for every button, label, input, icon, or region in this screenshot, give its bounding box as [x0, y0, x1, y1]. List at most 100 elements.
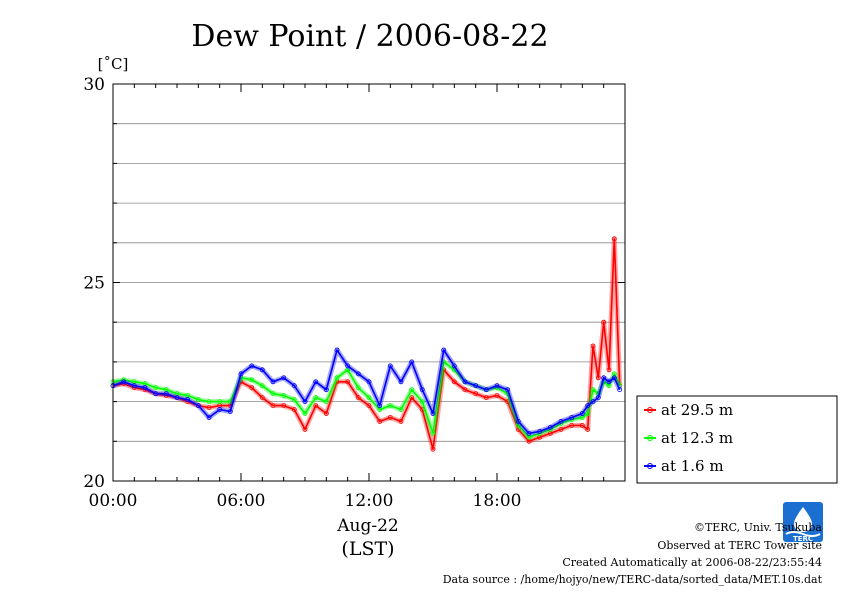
x-tick-label: 06:00 [217, 491, 266, 511]
data-point [462, 387, 468, 393]
data-point [419, 387, 425, 393]
footer-source: Data source : /home/hojyo/new/TERC-data/… [443, 573, 823, 586]
data-point [153, 391, 159, 397]
x-axis-label: (LST) [341, 538, 394, 560]
data-point [323, 399, 329, 405]
data-point [281, 393, 287, 399]
data-point [585, 403, 591, 409]
data-point [409, 387, 415, 393]
data-point [185, 397, 191, 403]
data-point [291, 383, 297, 389]
data-point [291, 397, 297, 403]
footer-copyright: ©TERC, Univ. Tsukuba [694, 521, 822, 534]
data-point [281, 403, 287, 409]
series-line [112, 349, 621, 435]
data-point [590, 387, 596, 393]
series-band [112, 236, 623, 452]
series-2 [110, 347, 623, 436]
legend-item-12-3m: at 12.3 m [644, 429, 733, 447]
data-point [601, 319, 607, 325]
water-drop-icon [794, 507, 812, 532]
data-point [217, 399, 223, 405]
data-point [558, 426, 564, 432]
data-point [206, 415, 212, 420]
data-point [430, 411, 436, 416]
data-point [217, 407, 223, 412]
data-point [579, 411, 585, 416]
data-point [483, 387, 489, 393]
data-point [366, 395, 372, 401]
data-point [281, 375, 287, 381]
data-point [334, 347, 340, 353]
data-point [579, 422, 585, 428]
data-point [526, 430, 532, 436]
x-tick-label: 18:00 [473, 491, 522, 511]
series-line [112, 361, 621, 439]
y-tick-label: 30 [83, 75, 105, 95]
legend-label-1-6m: at 1.6 m [661, 457, 724, 475]
data-point [611, 236, 617, 242]
data-point [302, 426, 308, 432]
series-layer [110, 236, 623, 452]
data-point [547, 424, 553, 430]
legend-marker [647, 407, 653, 413]
data-point [206, 405, 212, 411]
grid-lines [113, 123, 625, 442]
data-point [195, 403, 201, 409]
y-axis-unit-label: [˚C] [98, 55, 129, 73]
legend-marker [647, 463, 653, 469]
data-point [387, 403, 393, 409]
data-point [441, 347, 447, 353]
data-point [515, 418, 521, 424]
data-point [334, 375, 340, 381]
data-point [270, 379, 276, 385]
data-point [483, 395, 489, 401]
data-point [537, 428, 543, 434]
data-point [441, 367, 447, 373]
data-point [302, 411, 308, 416]
legend-item-1-6m: at 1.6 m [644, 457, 724, 475]
legend-marker [647, 435, 653, 441]
data-point [366, 403, 372, 409]
data-point [174, 395, 180, 401]
footer-created: Created Automatically at 2006-08-22/23:5… [562, 556, 822, 569]
data-point [227, 409, 233, 414]
data-point [398, 379, 404, 385]
legend-label-12-3m: at 12.3 m [661, 429, 733, 447]
data-point [355, 385, 361, 391]
data-point [430, 446, 436, 452]
data-point [259, 395, 265, 401]
series-0 [110, 236, 623, 452]
data-point [611, 375, 617, 381]
data-point [473, 391, 479, 397]
data-point [259, 383, 265, 389]
y-tick-label: 20 [83, 472, 105, 492]
legend: at 29.5 m at 12.3 m at 1.6 m [636, 395, 838, 484]
data-point [355, 371, 361, 377]
data-point [590, 399, 596, 405]
terc-logo: TERC [783, 502, 823, 543]
series-line [112, 238, 621, 450]
data-point [505, 387, 511, 393]
x-tick-label: 00:00 [89, 491, 138, 511]
data-point [142, 385, 148, 391]
legend-label-29-5m: at 29.5 m [661, 401, 733, 419]
legend-item-29-5m: at 29.5 m [644, 401, 733, 419]
data-point [430, 430, 436, 436]
data-point [249, 363, 255, 369]
data-point [419, 399, 425, 405]
data-point [606, 367, 612, 373]
data-point [302, 399, 308, 405]
data-point [409, 359, 415, 365]
data-point [249, 377, 255, 383]
data-point [270, 403, 276, 409]
data-point [606, 379, 612, 385]
series-band [112, 347, 622, 436]
data-point [195, 397, 201, 403]
y-tick-label: 25 [83, 274, 105, 294]
data-point [323, 387, 329, 393]
data-point [398, 407, 404, 412]
data-point [494, 383, 500, 389]
data-point [163, 391, 169, 397]
